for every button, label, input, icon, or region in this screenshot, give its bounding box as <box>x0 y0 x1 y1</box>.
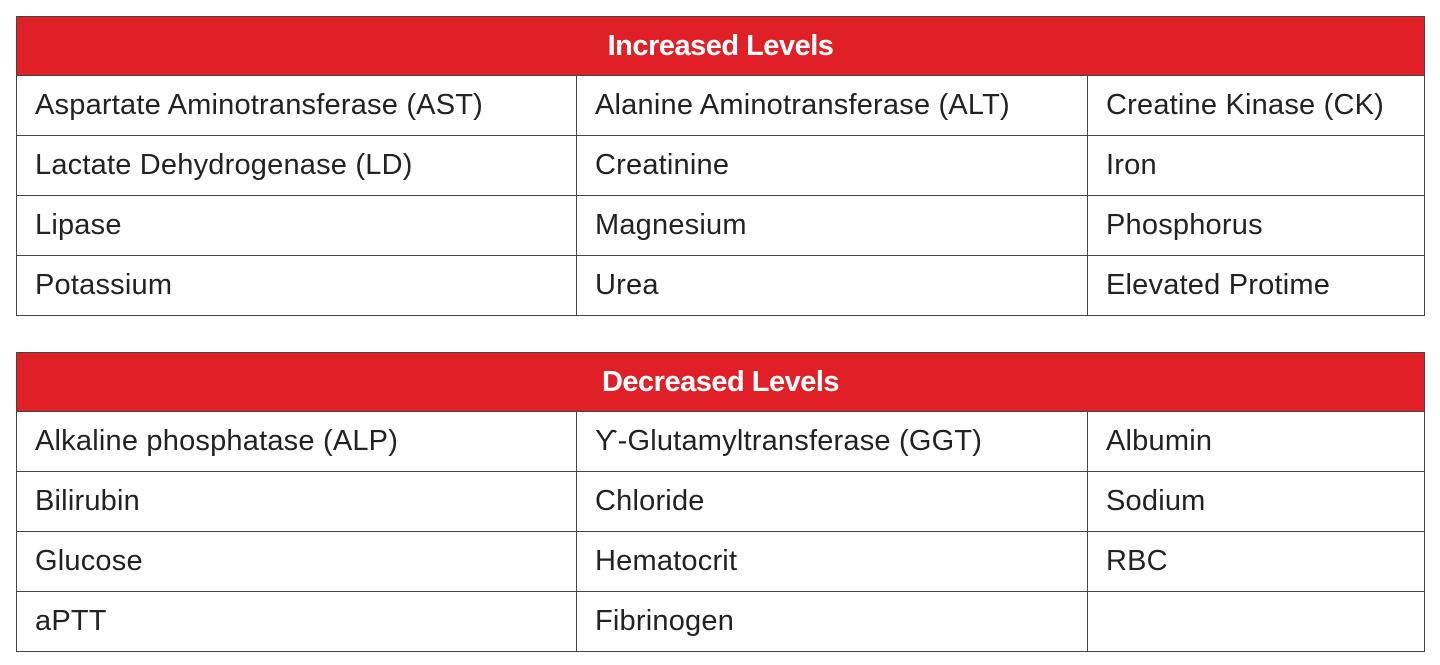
table-row: Glucose Hematocrit RBC <box>16 531 1426 592</box>
table-cell: Hematocrit <box>576 531 1088 592</box>
table-cell: Sodium <box>1086 471 1426 532</box>
table-header-row: Decreased Levels <box>15 352 1426 412</box>
table-cell: Urea <box>576 255 1088 316</box>
table-cell: Fibrinogen <box>576 591 1088 652</box>
increased-levels-title: Increased Levels <box>15 16 1426 76</box>
table-cell: RBC <box>1086 531 1426 592</box>
table-row: Lactate Dehydrogenase (LD) Creatinine Ir… <box>16 135 1426 196</box>
table-cell: Aspartate Aminotransferase (AST) <box>16 75 577 136</box>
decreased-levels-title: Decreased Levels <box>15 352 1426 412</box>
table-cell: aPTT <box>16 591 577 652</box>
table-cell: Glucose <box>16 531 577 592</box>
table-cell: ϒ-Glutamyltransferase (GGT) <box>576 411 1088 472</box>
table-cell: Potassium <box>16 255 577 316</box>
table-cell: Creatinine <box>576 135 1088 196</box>
table-cell: Elevated Protime <box>1086 255 1426 316</box>
table-cell: Lipase <box>16 195 577 256</box>
table-cell <box>1086 591 1426 652</box>
table-row: Bilirubin Chloride Sodium <box>16 471 1426 532</box>
table-cell: Magnesium <box>576 195 1088 256</box>
decreased-levels-table: Decreased Levels Alkaline phosphatase (A… <box>15 352 1426 652</box>
table-cell: Chloride <box>576 471 1088 532</box>
table-row: aPTT Fibrinogen <box>16 591 1426 652</box>
increased-levels-table: Increased Levels Aspartate Aminotransfer… <box>15 16 1426 316</box>
table-cell: Bilirubin <box>16 471 577 532</box>
table-row: Lipase Magnesium Phosphorus <box>16 195 1426 256</box>
table-cell: Alanine Aminotransferase (ALT) <box>576 75 1088 136</box>
table-cell: Lactate Dehydrogenase (LD) <box>16 135 577 196</box>
table-cell: Alkaline phosphatase (ALP) <box>16 411 577 472</box>
table-cell: Albumin <box>1086 411 1426 472</box>
table-row: Alkaline phosphatase (ALP) ϒ-Glutamyltra… <box>16 411 1426 472</box>
table-row: Potassium Urea Elevated Protime <box>16 255 1426 316</box>
table-header-row: Increased Levels <box>15 16 1426 76</box>
table-row: Aspartate Aminotransferase (AST) Alanine… <box>16 75 1426 136</box>
table-cell: Phosphorus <box>1086 195 1426 256</box>
table-cell: Iron <box>1086 135 1426 196</box>
table-cell: Creatine Kinase (CK) <box>1086 75 1426 136</box>
